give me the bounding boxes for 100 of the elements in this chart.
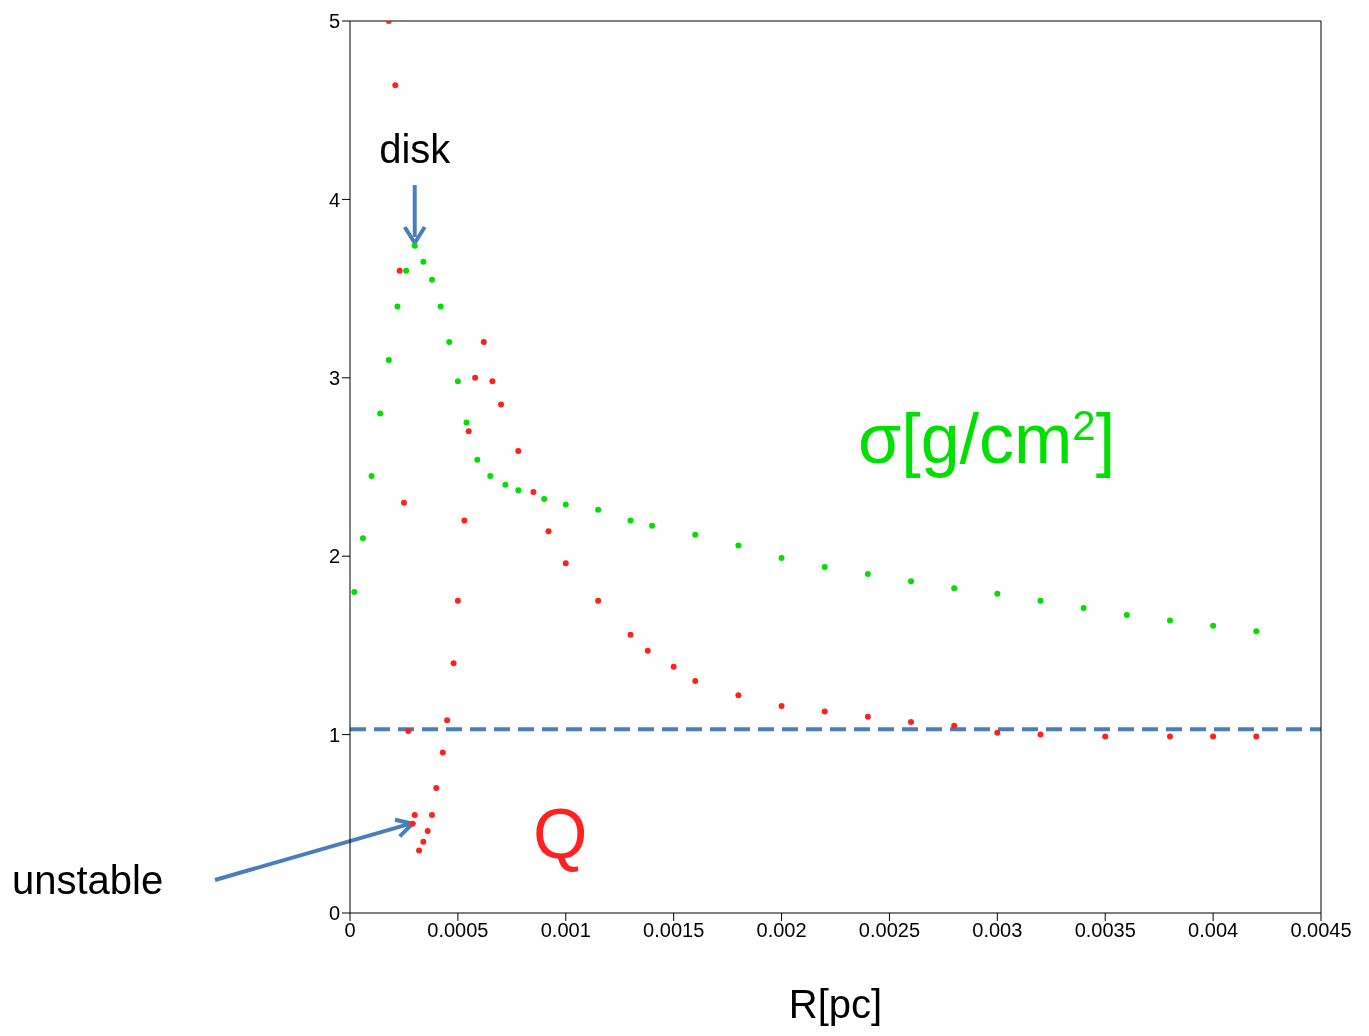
point bbox=[908, 578, 915, 585]
point bbox=[502, 481, 509, 488]
point bbox=[595, 506, 602, 513]
point bbox=[433, 785, 440, 792]
point bbox=[595, 597, 602, 604]
point bbox=[446, 339, 453, 346]
point bbox=[1166, 733, 1173, 740]
y-tick-label: 1 bbox=[328, 723, 340, 746]
point bbox=[778, 554, 785, 561]
point bbox=[429, 276, 435, 283]
point bbox=[377, 410, 384, 417]
x-axis-title: R[pc] bbox=[788, 982, 883, 1026]
point bbox=[1166, 617, 1173, 624]
point bbox=[821, 708, 828, 715]
point bbox=[444, 717, 451, 724]
point bbox=[545, 528, 552, 535]
point bbox=[454, 597, 461, 604]
y-tick-label: 3 bbox=[328, 366, 340, 389]
x-tick-label: 0.0035 bbox=[1074, 919, 1136, 942]
point bbox=[403, 267, 410, 274]
point bbox=[670, 663, 677, 670]
point bbox=[394, 303, 401, 310]
point bbox=[864, 571, 871, 578]
point bbox=[644, 647, 651, 654]
point bbox=[951, 722, 958, 729]
point bbox=[359, 535, 366, 542]
point bbox=[562, 501, 569, 508]
point bbox=[487, 472, 494, 479]
annotation: unstable bbox=[12, 858, 164, 902]
point bbox=[351, 588, 358, 595]
point bbox=[1080, 604, 1087, 611]
point bbox=[1253, 733, 1260, 740]
point bbox=[515, 447, 522, 454]
point bbox=[424, 827, 431, 834]
point bbox=[480, 339, 487, 346]
x-tick-label: 0.001 bbox=[540, 919, 591, 942]
series-label: Q bbox=[533, 795, 588, 873]
point bbox=[400, 499, 407, 506]
point bbox=[864, 713, 871, 720]
point bbox=[474, 456, 481, 463]
point bbox=[562, 560, 569, 567]
x-tick-label: 0 bbox=[344, 919, 356, 942]
point bbox=[392, 82, 399, 89]
point bbox=[396, 267, 403, 274]
point bbox=[429, 811, 435, 818]
point bbox=[1210, 622, 1217, 629]
x-tick-label: 0.003 bbox=[972, 919, 1023, 942]
y-tick-label: 0 bbox=[328, 902, 340, 925]
point bbox=[420, 838, 427, 845]
point bbox=[735, 542, 742, 549]
point bbox=[409, 820, 416, 827]
point bbox=[951, 585, 958, 592]
point bbox=[472, 374, 479, 381]
point bbox=[385, 356, 392, 363]
x-tick-label: 0.0005 bbox=[427, 919, 489, 942]
point bbox=[994, 729, 1001, 736]
point bbox=[692, 531, 699, 538]
point bbox=[778, 703, 785, 710]
point bbox=[437, 303, 444, 310]
point bbox=[411, 811, 418, 818]
point bbox=[1037, 597, 1044, 604]
point bbox=[454, 378, 461, 385]
point bbox=[1210, 733, 1217, 740]
point bbox=[735, 692, 742, 699]
point bbox=[821, 563, 828, 570]
point bbox=[439, 749, 446, 756]
y-tick-label: 4 bbox=[328, 188, 340, 211]
point bbox=[627, 517, 634, 524]
point bbox=[515, 487, 522, 494]
point bbox=[498, 401, 505, 408]
point bbox=[692, 678, 699, 685]
point bbox=[461, 517, 468, 524]
point bbox=[463, 419, 470, 426]
x-tick-label: 0.0025 bbox=[858, 919, 921, 942]
point bbox=[530, 488, 537, 495]
point bbox=[465, 428, 472, 435]
point bbox=[1037, 731, 1044, 738]
point bbox=[420, 258, 427, 265]
point bbox=[1253, 628, 1260, 635]
x-tick-label: 0.002 bbox=[756, 919, 807, 942]
point bbox=[541, 496, 548, 503]
x-tick-label: 0.0045 bbox=[1290, 919, 1352, 942]
point bbox=[627, 631, 634, 638]
point bbox=[489, 378, 496, 385]
point bbox=[649, 522, 656, 529]
point bbox=[416, 847, 423, 854]
point bbox=[405, 728, 412, 735]
point bbox=[1102, 733, 1109, 740]
point bbox=[450, 660, 457, 667]
point bbox=[908, 719, 915, 726]
x-tick-label: 0.004 bbox=[1188, 919, 1239, 942]
x-tick-label: 0.0015 bbox=[643, 919, 705, 942]
point bbox=[1123, 612, 1130, 619]
point bbox=[411, 242, 418, 249]
series-label: σ[g/cm$^{2}$] bbox=[858, 400, 1116, 478]
point bbox=[368, 472, 375, 479]
y-tick-label: 5 bbox=[328, 10, 340, 33]
point bbox=[994, 590, 1001, 597]
y-tick-label: 2 bbox=[328, 545, 340, 568]
annotation: disk bbox=[379, 127, 452, 172]
